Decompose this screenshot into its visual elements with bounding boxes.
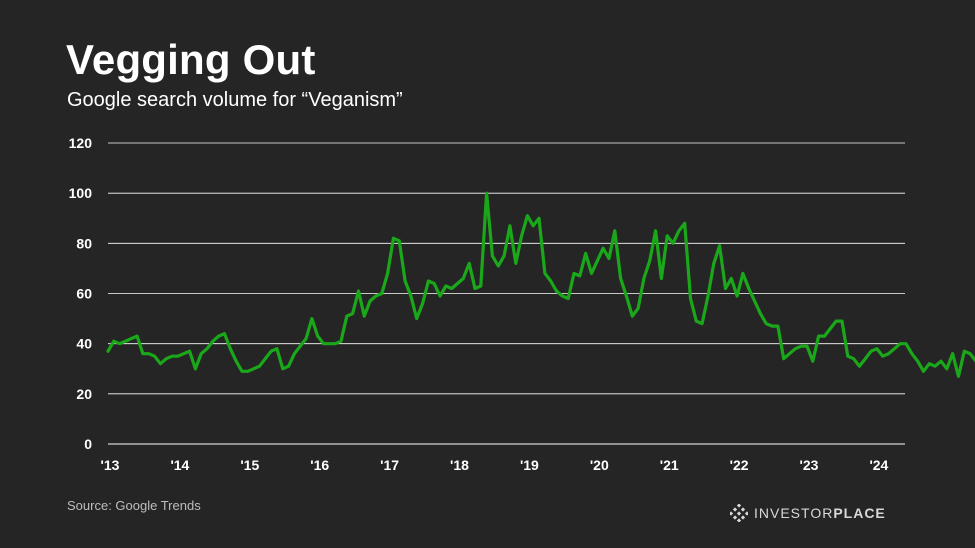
x-tick-label: '19 [520,457,539,473]
chart-subtitle: Google search volume for “Veganism” [67,89,403,111]
x-tick-label: '16 [310,457,329,473]
brand-logo: INVESTORPLACE [730,503,886,523]
source-note: Source: Google Trends [67,498,201,513]
x-tick-label: '24 [869,457,888,473]
brand-mark-icon [730,504,748,522]
x-tick-label: '13 [101,457,120,473]
x-tick-label: '22 [730,457,749,473]
x-tick-label: '20 [590,457,609,473]
brand-name-light: INVESTOR [754,505,834,521]
x-tick-label: '14 [170,457,189,473]
x-tick-label: '18 [450,457,469,473]
x-axis-ticks: '13 '14 '15 '16 '17 '18 '19 '20 '21 '22 '23 '24 [101,457,889,473]
y-tick-label: 20 [76,386,92,402]
x-tick-label: '17 [380,457,399,473]
y-axis-ticks: 0 20 40 60 80 100 120 [69,135,93,452]
y-tick-label: 120 [69,135,93,151]
x-tick-label: '21 [660,457,679,473]
brand-name-bold: PLACE [833,505,886,521]
y-tick-label: 100 [69,185,93,201]
y-tick-label: 0 [84,436,92,452]
chart-title: Vegging Out [66,36,316,83]
x-tick-label: '15 [240,457,259,473]
series-line-veganism [106,191,975,378]
grid-lines [108,142,905,395]
x-tick-label: '23 [800,457,819,473]
y-tick-label: 80 [76,235,92,251]
y-tick-label: 40 [76,336,92,352]
y-tick-label: 60 [76,286,92,302]
